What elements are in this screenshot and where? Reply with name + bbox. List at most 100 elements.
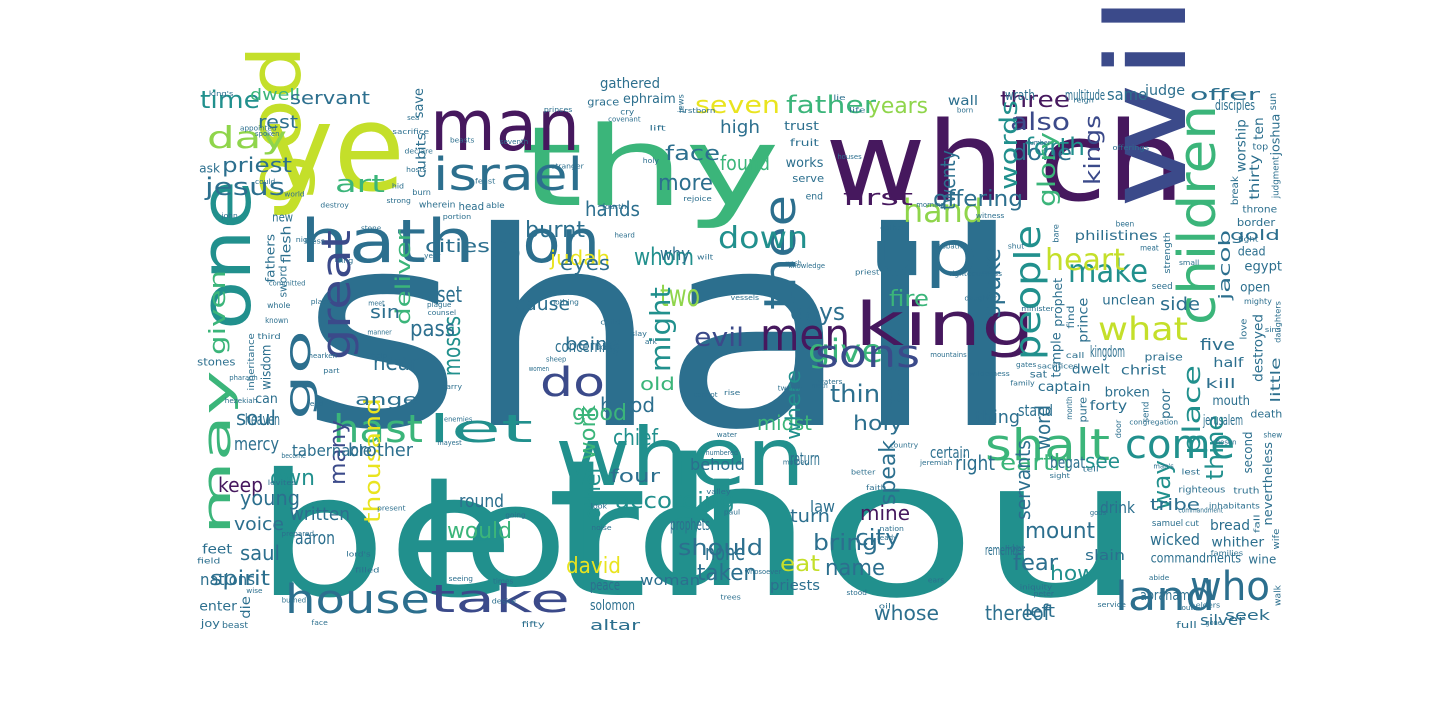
word-should-97: should	[678, 536, 763, 561]
word-down-39: down	[718, 221, 808, 256]
word-sheep-388: sheep	[546, 356, 567, 364]
word-thing-139: thing	[975, 407, 1020, 428]
word-certain-147: certain	[930, 443, 970, 462]
word-great-27: great	[314, 230, 360, 360]
word-dead-256: dead	[1238, 244, 1266, 258]
word-do-26: do	[540, 360, 605, 406]
word-eyes-122: eyes	[560, 251, 610, 275]
word-part-329: part	[323, 367, 340, 375]
word-done-48: done	[1012, 141, 1072, 166]
word-cry-309: cry	[620, 107, 634, 116]
word-kingdom-164: kingdom	[1090, 342, 1125, 361]
word-priest-402: priest	[855, 268, 880, 276]
word-left-117: left	[1025, 601, 1055, 622]
word-john-384: john	[221, 212, 238, 220]
word-nation-354: nation	[880, 525, 904, 533]
word-five-166: five	[1200, 335, 1235, 354]
word-temple-188: temple	[1049, 332, 1064, 377]
word-fruit-229: fruit	[790, 138, 819, 149]
word-field-262: field	[197, 556, 220, 565]
word-burned-386: burned	[282, 596, 306, 604]
word-die-237: die	[239, 596, 254, 619]
word-stones-254: stones	[197, 356, 236, 369]
word-old-126: old	[640, 374, 675, 395]
word-go-32: go	[278, 330, 319, 420]
word-truth-260: truth	[1233, 487, 1259, 497]
word-sin-123: sin	[370, 302, 400, 323]
word-paul-356: paul	[724, 508, 740, 516]
word-multitude-159: multitude	[1065, 88, 1105, 104]
word-drink-156: drink	[1100, 498, 1136, 517]
word-cause-124: cause	[515, 294, 570, 315]
word-water-303: water	[717, 431, 737, 439]
word-service-355: service	[1098, 601, 1126, 609]
word-nations-151: nations	[200, 570, 255, 589]
word-round-135: round	[459, 491, 504, 512]
word-seeing-244: seeing	[449, 575, 473, 583]
word-hand-38: hand	[903, 192, 983, 230]
word-strength-251: strength	[1163, 232, 1173, 274]
word-burn-347: burn	[412, 188, 431, 197]
word-would-96: would	[447, 519, 512, 544]
word-sing-393: sing	[337, 257, 353, 265]
word-being-125: being	[565, 334, 620, 355]
word-lie-392: lie	[833, 94, 845, 102]
word-priest-52: priest	[222, 153, 292, 177]
word-soul-92: soul	[236, 406, 276, 430]
word-written-131: written	[290, 504, 350, 525]
word-slay-345: slay	[631, 330, 647, 338]
word-open-216: open	[1240, 281, 1270, 296]
word-knowledge-231: knowledge	[788, 262, 825, 270]
word-four-141: four	[610, 466, 661, 487]
word-fear-113: fear	[1013, 551, 1059, 576]
word-cannot-349: cannot	[693, 391, 718, 399]
word-woman-175: woman	[640, 573, 700, 589]
word-beasts-362: beasts	[450, 137, 475, 145]
word-family-366: family	[1010, 380, 1034, 388]
word-name-100: name	[825, 556, 885, 581]
word-wall-193: wall	[948, 94, 978, 109]
word-minister-397: minister	[1021, 305, 1054, 313]
word-judgment-255: judgment	[1272, 156, 1282, 199]
word-cubits-200: cubits	[415, 132, 430, 177]
word-prince-183: prince	[1076, 298, 1091, 343]
word-men-29: men	[760, 310, 850, 361]
word-david-98: david	[566, 554, 621, 579]
word-wherein-252: wherein	[419, 200, 456, 210]
word-whosoever-213: whosoever	[745, 568, 782, 576]
word-heaven-150: heaven	[245, 410, 280, 429]
word-trust-214: trust	[784, 119, 819, 133]
word-fifty-372: fifty	[522, 620, 546, 629]
word-side-137: side	[1160, 294, 1200, 315]
word-wilderness-375: wilderness	[969, 370, 1010, 378]
word-fathers-208: fathers	[263, 234, 277, 283]
word-world-394: world	[284, 190, 304, 198]
word-jerusalem-167: jerusalem	[1202, 413, 1243, 429]
word-spake-69: spake	[978, 248, 1006, 318]
word-prophet-209: prophet	[1051, 278, 1065, 327]
word-offer-157: offer	[1190, 85, 1261, 104]
word-god-8: god	[233, 45, 317, 205]
word-rise-346: rise	[724, 389, 740, 397]
word-meat-273: meat	[1140, 243, 1159, 252]
word-cut-325: cut	[1185, 519, 1199, 528]
word-holy-81: holy	[853, 411, 903, 435]
word-city-95: city	[855, 526, 900, 551]
word-valley-407: valley	[706, 488, 730, 496]
word-christ-186: christ	[1121, 364, 1166, 379]
word-jacob-165: jacob	[1215, 230, 1234, 302]
word-firstborn-358: firstborn	[679, 107, 716, 115]
word-kings-59: kings	[1081, 115, 1106, 185]
word-daughters-242: daughters	[1273, 301, 1282, 343]
word-nevertheless-184: nevertheless	[1261, 442, 1275, 526]
word-day-33: day	[207, 121, 287, 156]
word-thy-5: thy	[520, 103, 780, 231]
word-keep-104: keep	[218, 473, 263, 497]
word-feet-206: feet	[202, 542, 232, 557]
word-ephraim-185: ephraim	[623, 92, 676, 107]
word-wicked-152: wicked	[1150, 530, 1200, 549]
word-fire-68: fire	[889, 287, 929, 312]
word-sons-37: sons	[815, 332, 920, 376]
word-hid-293: hid	[392, 183, 404, 191]
word-eat-99: eat	[780, 552, 820, 577]
